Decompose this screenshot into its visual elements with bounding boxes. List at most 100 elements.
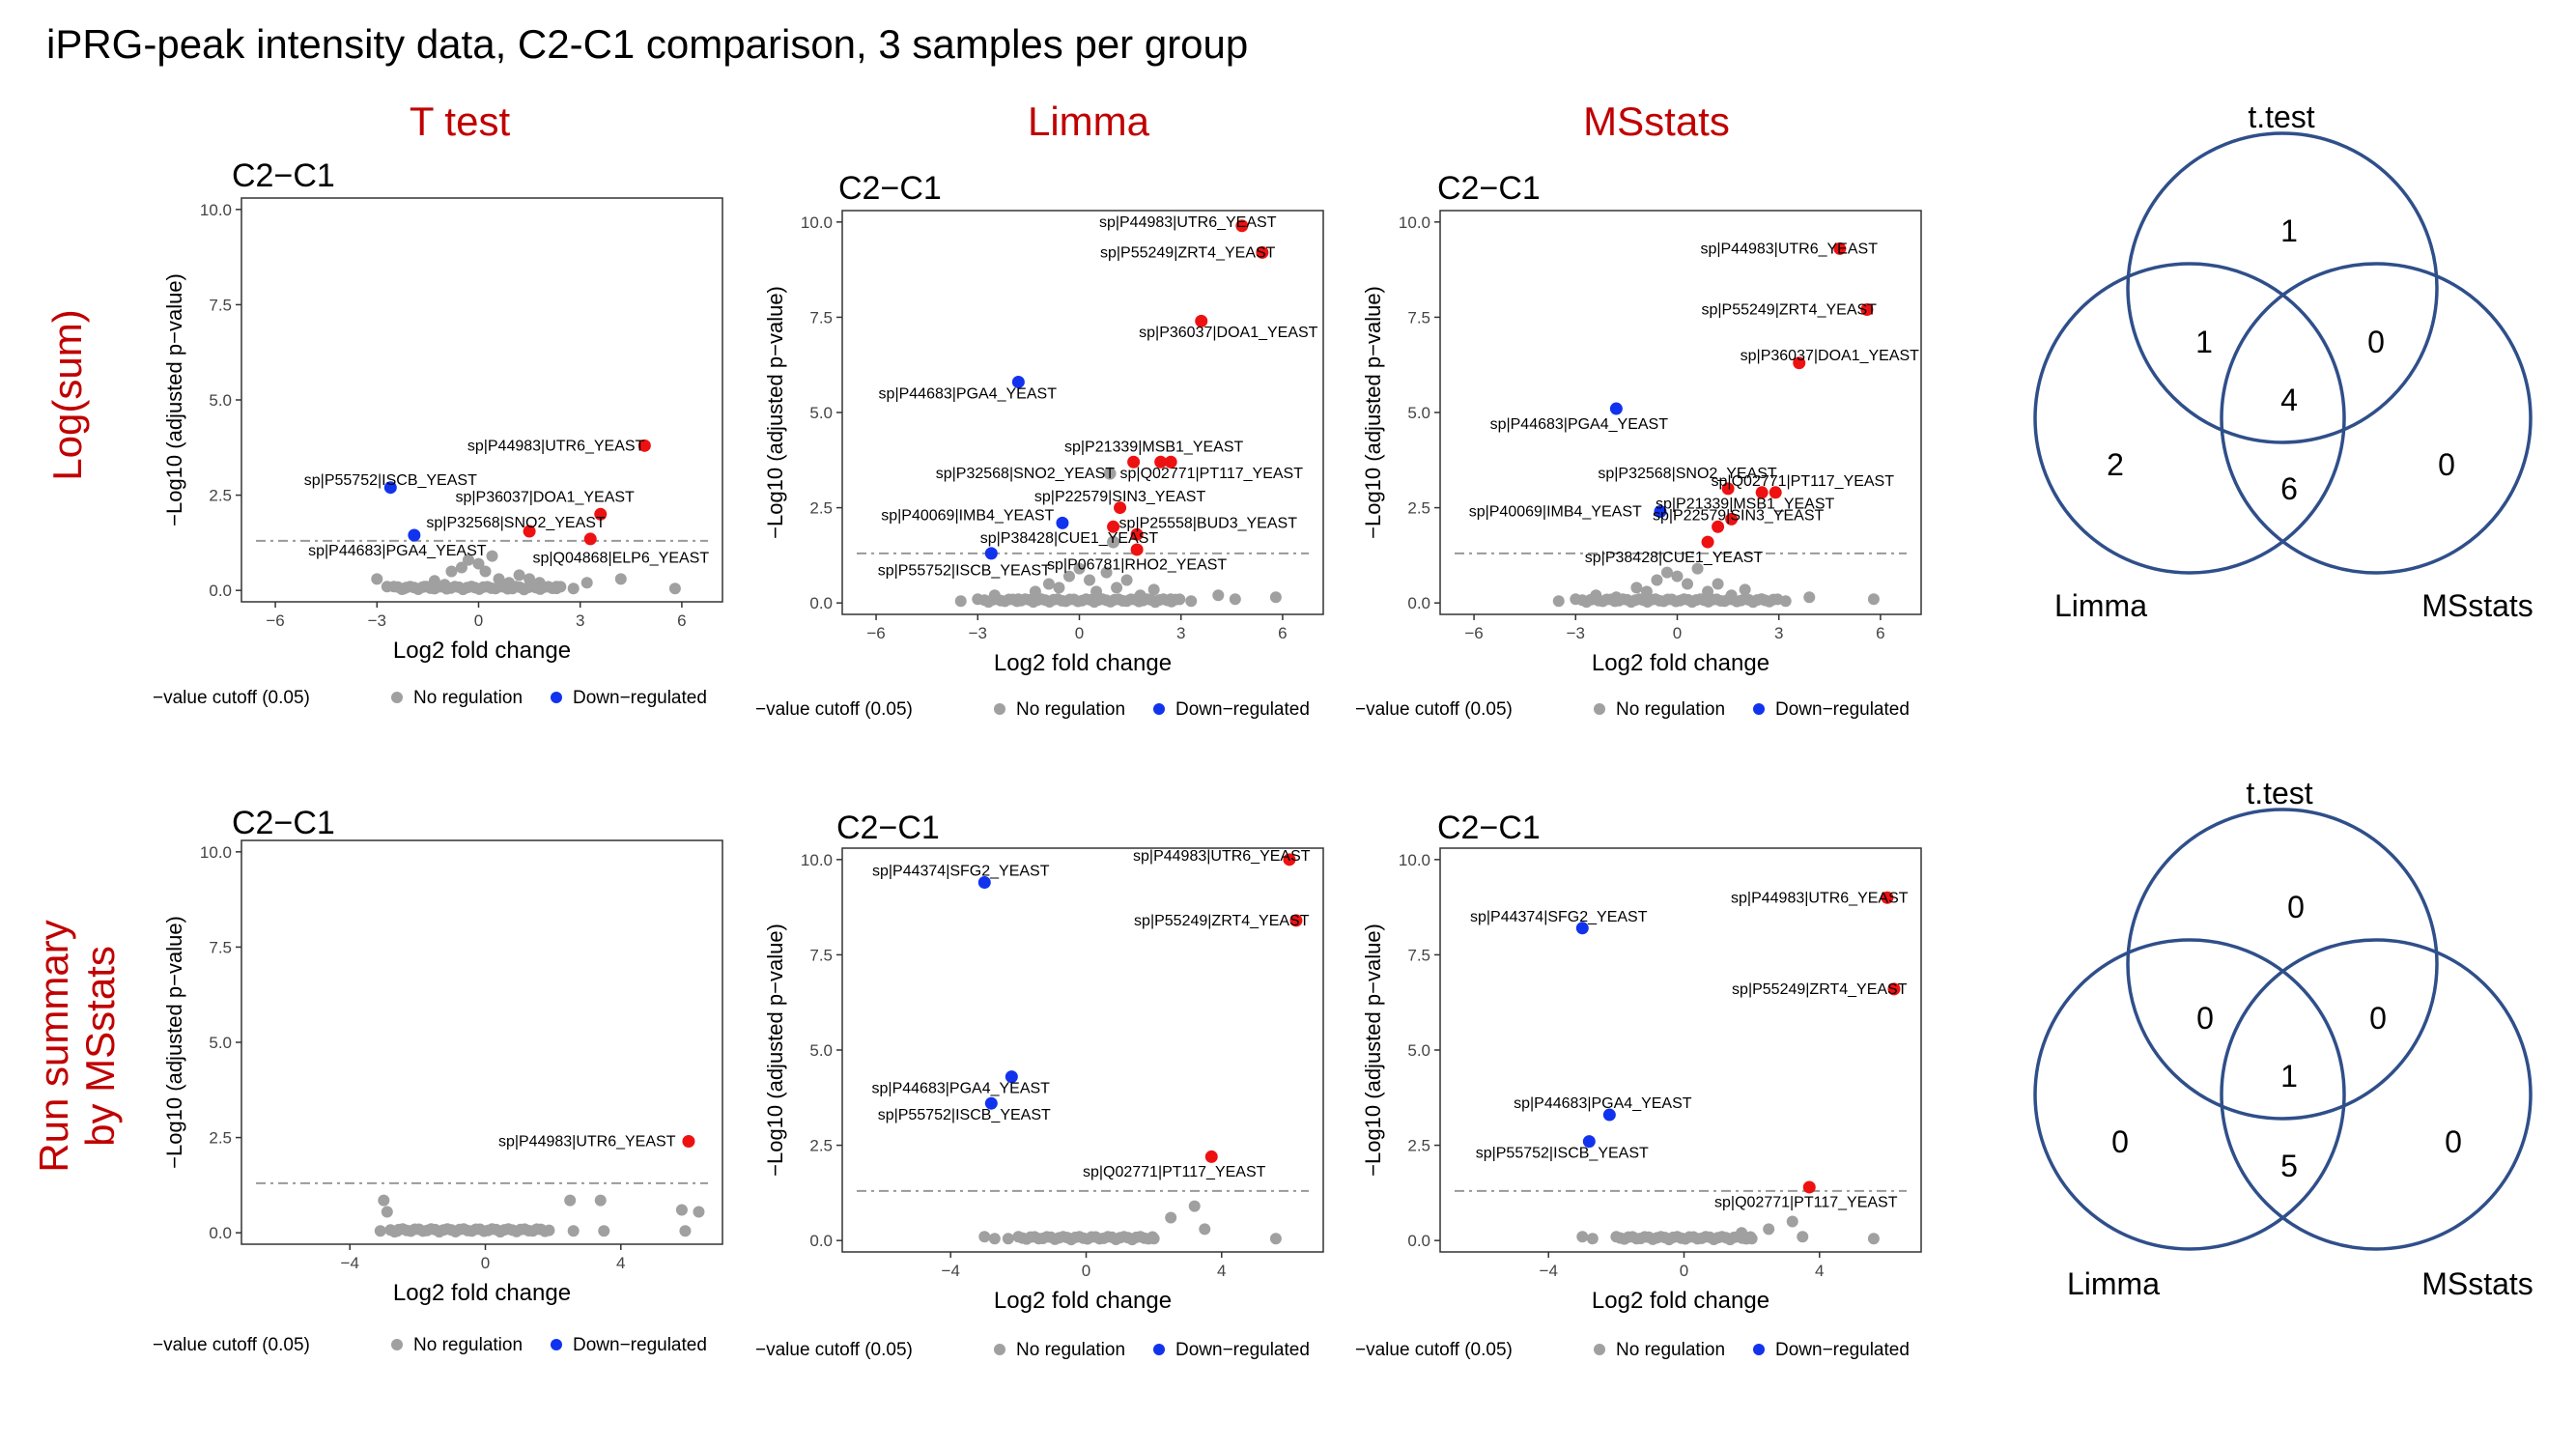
point-no-regulation xyxy=(1100,566,1113,579)
point-no-regulation xyxy=(1188,1200,1201,1212)
legend-no-regulation-marker xyxy=(391,692,403,703)
legend: −value cutoff (0.05) No regulation Down−re… xyxy=(1355,699,1910,720)
point-down-regulated xyxy=(1609,402,1623,415)
y-tick-label: 2.5 xyxy=(209,1129,232,1148)
point-label: sp|P32568|SNO2_YEAST xyxy=(936,466,1116,482)
x-tick-label: 0 xyxy=(474,611,483,630)
venn-label-msstats: MSstats xyxy=(2421,588,2534,623)
point-label: sp|P44983|UTR6_YEAST xyxy=(1731,890,1909,906)
x-tick-label: 3 xyxy=(1176,624,1185,642)
legend-down-regulated: Down−regulated xyxy=(1775,1340,1910,1360)
venn-count-lm: 5 xyxy=(2280,1149,2298,1183)
panel-title: C2−C1 xyxy=(232,805,335,841)
point-up-regulated xyxy=(1130,543,1144,556)
point-label: sp|P44983|UTR6_YEAST xyxy=(467,438,645,454)
point-down-regulated xyxy=(1575,922,1589,935)
x-tick-label: 4 xyxy=(1217,1262,1226,1280)
point-label: sp|P44983|UTR6_YEAST xyxy=(498,1134,676,1151)
column-title-msstats: MSstats xyxy=(1583,99,1730,144)
y-tick-label: 10.0 xyxy=(1399,213,1430,232)
point-no-regulation xyxy=(1165,1211,1177,1224)
point-no-regulation xyxy=(1725,589,1738,602)
point-down-regulated xyxy=(1582,1135,1596,1149)
point-no-regulation xyxy=(1134,589,1146,602)
y-tick-label: 0.0 xyxy=(1407,1232,1430,1250)
point-up-regulated xyxy=(1164,455,1177,469)
point-no-regulation xyxy=(391,1225,404,1237)
y-tick-label: 10.0 xyxy=(200,201,232,219)
x-tick-label: 6 xyxy=(1278,624,1287,642)
point-up-regulated xyxy=(1721,482,1735,496)
point-no-regulation xyxy=(1586,1233,1599,1245)
venn-count-all: 4 xyxy=(2280,383,2298,417)
point-up-regulated xyxy=(523,525,536,538)
point-no-regulation xyxy=(1786,1215,1798,1228)
legend-down-regulated-marker xyxy=(1153,703,1165,715)
legend: −value cutoff (0.05) No regulation Down−re… xyxy=(755,699,1310,720)
point-label: sp|P21339|MSB1_YEAST xyxy=(1656,497,1835,513)
point-label: sp|P25558|BUD3_YEAST xyxy=(1119,515,1298,531)
legend-no-regulation: No regulation xyxy=(413,688,523,708)
x-tick-label: −3 xyxy=(368,611,386,630)
y-tick-label: 7.5 xyxy=(1407,946,1430,964)
x-tick-label: −4 xyxy=(942,1262,960,1280)
venn-count-m_only: 0 xyxy=(2445,1124,2462,1159)
point-no-regulation xyxy=(1111,582,1123,594)
venn-circle-msstats xyxy=(2220,262,2533,575)
point-up-regulated xyxy=(1881,891,1894,904)
y-tick-label: 7.5 xyxy=(809,946,833,964)
venn-circle-limma xyxy=(2033,938,2346,1251)
venn-count-tm: 0 xyxy=(2367,325,2385,359)
x-tick-label: 3 xyxy=(576,611,584,630)
x-tick-label: −4 xyxy=(1540,1262,1558,1280)
point-label: sp|P38428|CUE1_YEAST xyxy=(1585,550,1764,566)
venn-count-l_only: 0 xyxy=(2111,1124,2129,1159)
point-no-regulation xyxy=(1269,591,1282,604)
point-no-regulation xyxy=(1691,562,1704,575)
legend-no-regulation: No regulation xyxy=(1016,699,1125,720)
point-label: sp|P44683|PGA4_YEAST xyxy=(1514,1095,1692,1112)
legend-cutoff: −value cutoff (0.05) xyxy=(755,1340,913,1360)
point-no-regulation xyxy=(381,1206,393,1218)
legend: −value cutoff (0.05) No regulation Down−re… xyxy=(153,1335,707,1355)
point-up-regulated xyxy=(1195,314,1208,327)
point-no-regulation xyxy=(978,1231,991,1243)
legend-cutoff: −value cutoff (0.05) xyxy=(1355,1340,1513,1360)
x-axis-label: Log2 fold change xyxy=(994,650,1172,676)
legend-down-regulated-marker xyxy=(1153,1344,1165,1355)
x-tick-label: 0 xyxy=(1680,1262,1688,1280)
point-up-regulated xyxy=(1235,219,1249,233)
legend-down-regulated: Down−regulated xyxy=(1175,699,1310,720)
point-no-regulation xyxy=(567,582,580,595)
point-no-regulation xyxy=(1002,1233,1014,1245)
point-no-regulation xyxy=(693,1206,705,1218)
point-no-regulation xyxy=(1042,578,1055,590)
point-no-regulation xyxy=(1756,593,1769,606)
point-no-regulation xyxy=(455,561,467,574)
y-tick-label: 5.0 xyxy=(809,1041,833,1060)
x-tick-label: −6 xyxy=(1464,624,1483,642)
point-no-regulation xyxy=(1570,593,1582,606)
volcano-panel-2: C2−C1 0.0 2.5 5.0 7.5 10.0 −6 −3 0 3 6 Log2 fold ch… xyxy=(755,170,1324,720)
venn-label-ttest: t.test xyxy=(2248,99,2314,134)
point-up-regulated xyxy=(1755,486,1769,499)
point-no-regulation xyxy=(1107,535,1120,549)
y-tick-label: 0.0 xyxy=(1407,594,1430,612)
point-label: sp|P32568|SNO2_YEAST xyxy=(426,515,606,531)
venn-count-m_only: 0 xyxy=(2438,447,2455,482)
point-no-regulation xyxy=(580,577,593,589)
point-no-regulation xyxy=(506,582,519,595)
y-axis-label: −Log10 (adjusted p−value) xyxy=(1361,923,1385,1177)
point-down-regulated xyxy=(984,547,998,560)
point-up-regulated xyxy=(1107,520,1120,533)
column-title-ttest: T test xyxy=(409,99,511,144)
x-axis-label: Log2 fold change xyxy=(393,638,571,664)
point-no-regulation xyxy=(1103,467,1117,480)
point-no-regulation xyxy=(988,589,1001,602)
x-tick-label: 0 xyxy=(1673,624,1682,642)
point-down-regulated xyxy=(977,875,991,889)
y-tick-label: 5.0 xyxy=(209,391,232,410)
venn-label-ttest: t.test xyxy=(2246,776,2312,810)
point-no-regulation xyxy=(1763,1223,1775,1236)
point-down-regulated xyxy=(383,481,397,495)
